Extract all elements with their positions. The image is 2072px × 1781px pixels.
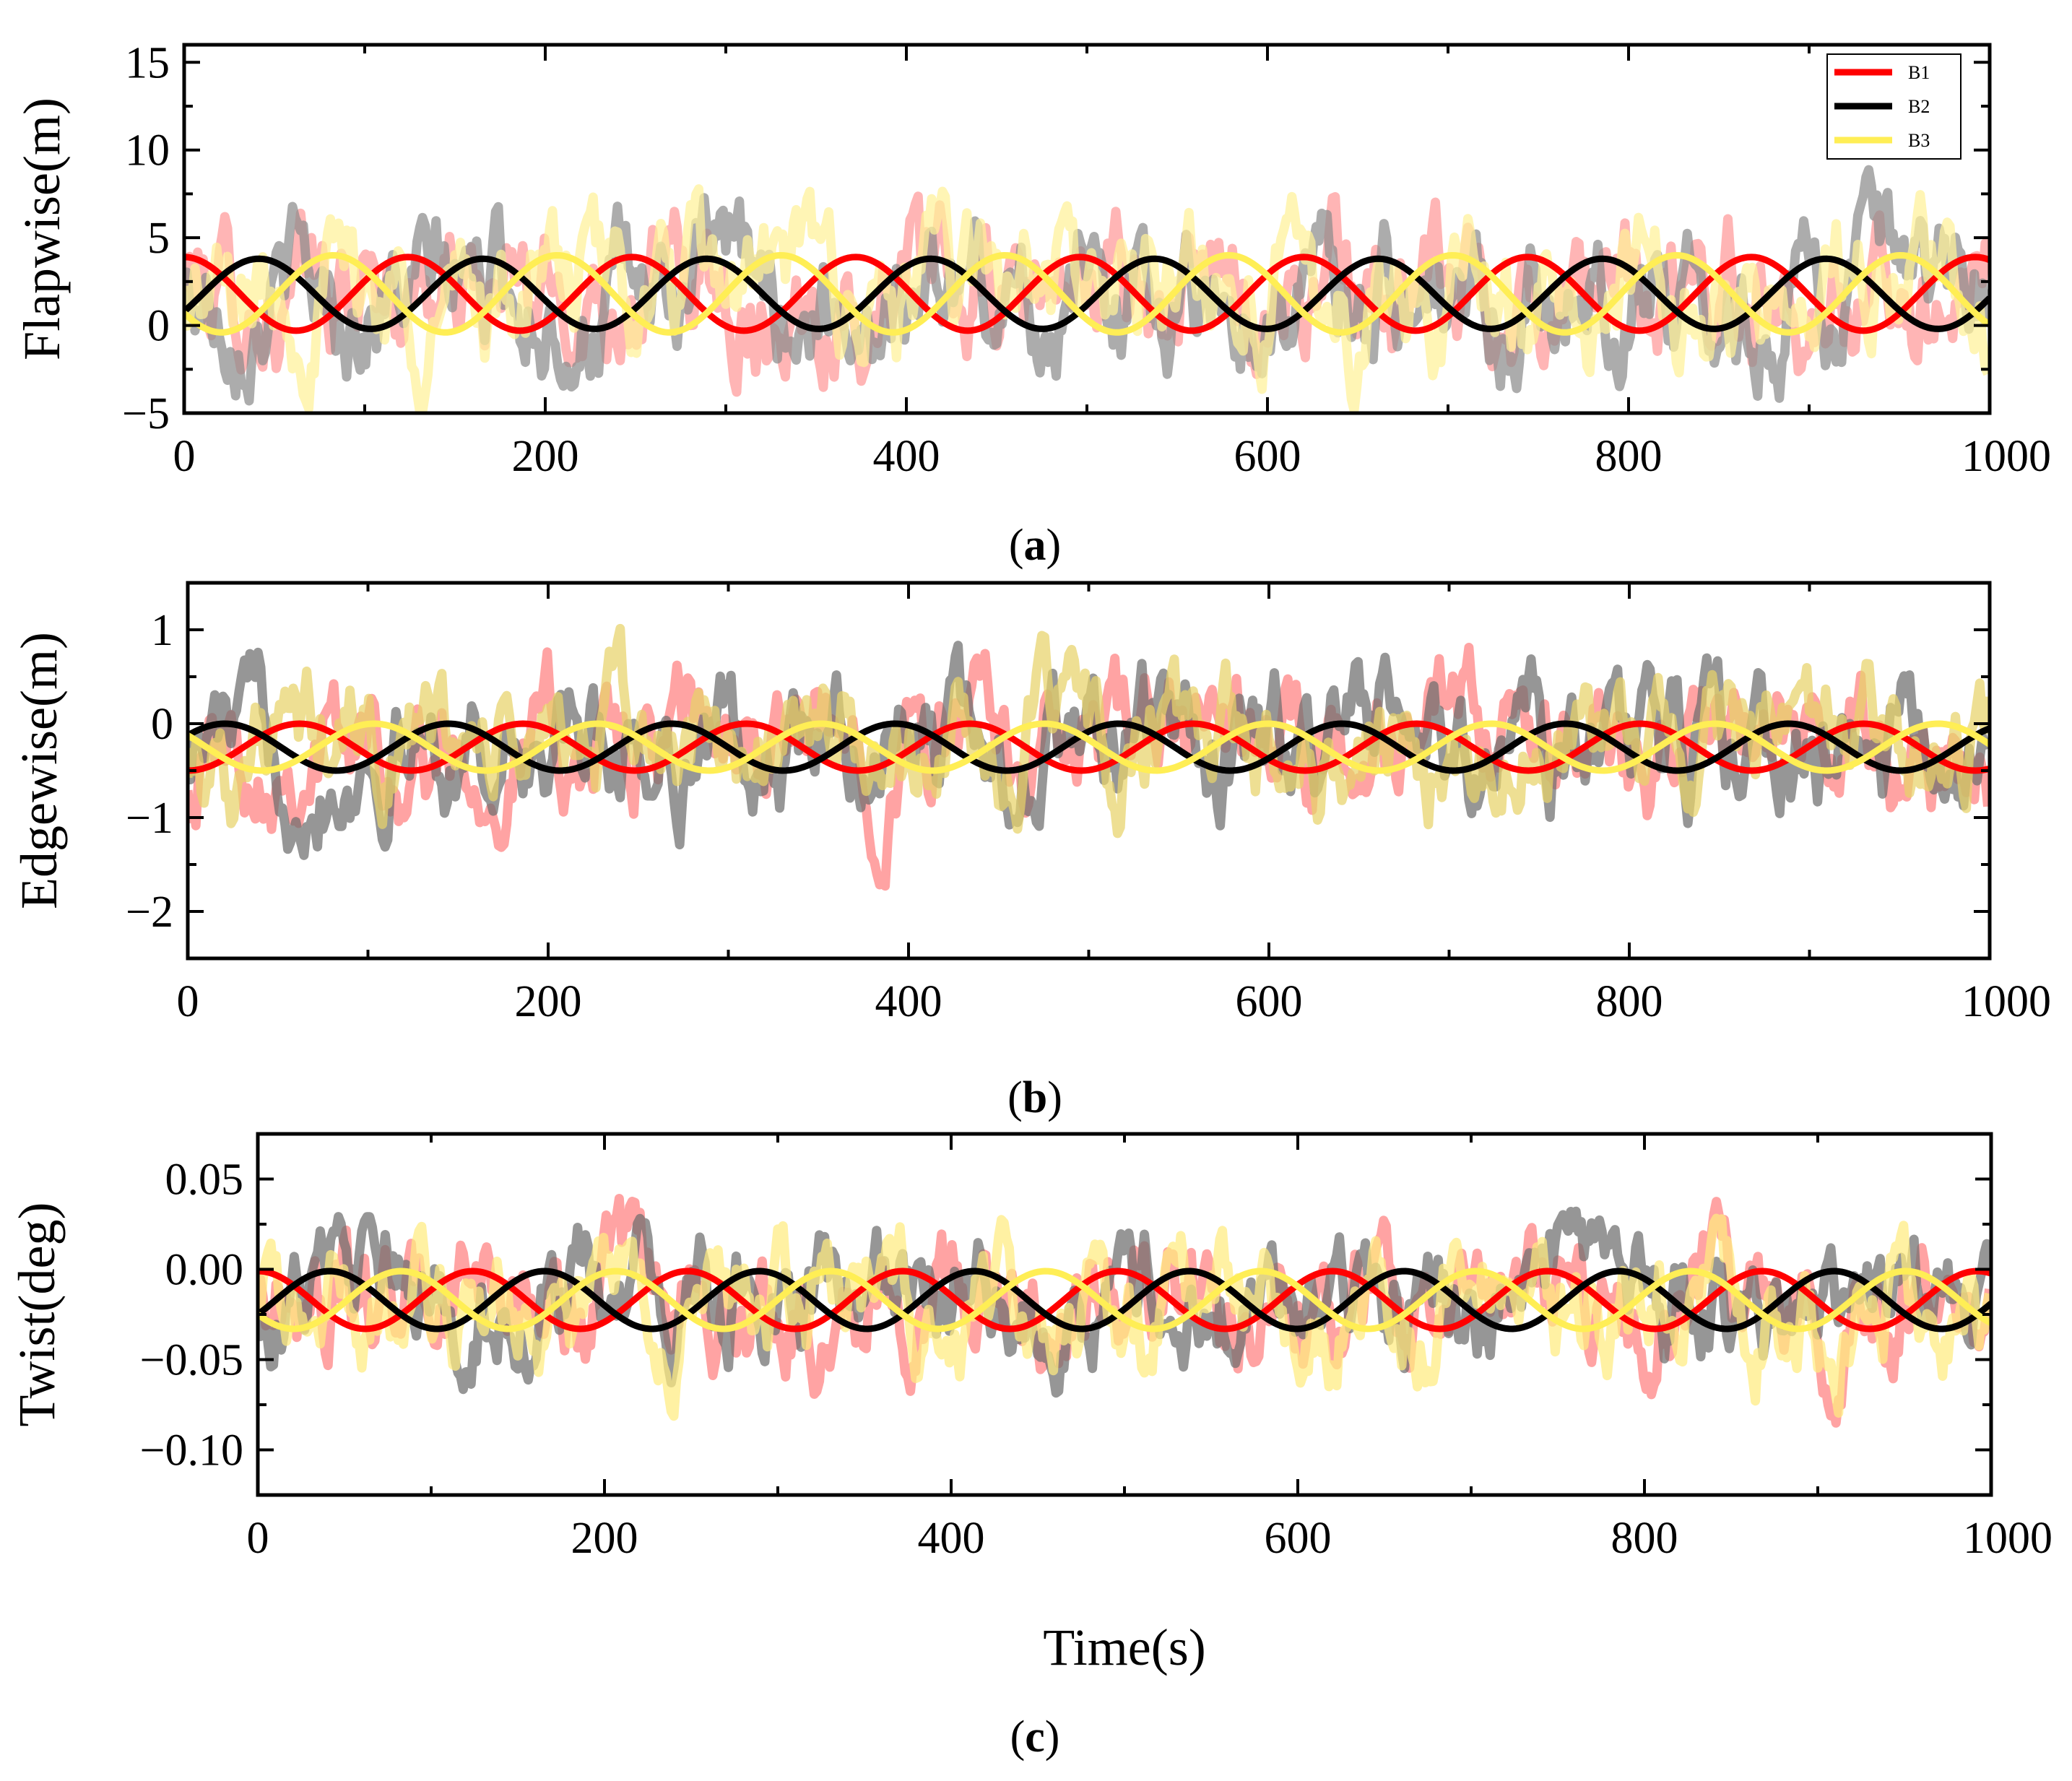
panel-b-caption-letter: b: [1023, 1073, 1047, 1122]
panel-b-noise: [188, 623, 1990, 891]
series-b3-line: [188, 720, 1990, 774]
x-tick-label: 600: [1236, 977, 1303, 1026]
x-tick-label: 1000: [1963, 1514, 2053, 1563]
series-b3-line: [184, 252, 1990, 336]
panel-b-ticks: [186, 581, 1991, 960]
y-tick-label: 5: [147, 214, 170, 263]
y-tick-label: 0: [151, 700, 173, 749]
x-tick-label: 400: [918, 1514, 985, 1563]
x-tick-label: 0: [247, 1514, 269, 1563]
panel-c-caption-letter: c: [1025, 1712, 1045, 1762]
panel-b-ylabel: Edgewise(m): [10, 632, 68, 909]
panel-b-lines: [188, 720, 1990, 774]
panel-c-xlabel: Time(s): [1043, 1618, 1205, 1676]
x-tick-label: 0: [177, 977, 199, 1026]
series-b3-noise-trace: [188, 623, 1990, 838]
legend-b2-label: B2: [1908, 96, 1930, 117]
y-tick-label: −5: [122, 389, 170, 438]
panel-b-caption: (b): [1007, 1073, 1062, 1122]
y-tick-label: −0.05: [140, 1336, 243, 1385]
panel-a-legend: B1 B2 B3: [1826, 53, 1962, 160]
series-b2-line: [258, 1268, 1991, 1332]
panel-a-ticks: [183, 45, 1991, 415]
x-tick-label: 800: [1595, 432, 1663, 481]
panel-c: 0 200 400 600 800 1000 −0.10 −0.05 0.00 0.05 Twis…: [8, 1132, 2053, 1762]
y-tick-label: 0.05: [165, 1156, 244, 1205]
x-tick-label: 800: [1596, 977, 1663, 1026]
x-tick-label: 1000: [1962, 432, 2051, 481]
y-tick-label: 1: [151, 606, 173, 655]
panel-a-caption-letter: a: [1024, 521, 1046, 570]
panel-a-lines: [184, 252, 1990, 336]
y-tick-label: 0.00: [165, 1246, 244, 1295]
x-tick-label: 600: [1265, 1514, 1332, 1563]
panel-b-tick-labels: 0 200 400 600 800 1000 −2 −1 0 1: [126, 606, 2051, 1026]
panel-c-lines: [258, 1268, 1991, 1332]
panel-a-noise: [184, 165, 1990, 413]
x-tick-label: 200: [515, 977, 582, 1026]
panel-b: 0 200 400 600 800 1000 −2 −1 0 1 Edgewise(m) (b): [10, 581, 2051, 1122]
x-tick-label: 0: [173, 432, 196, 481]
y-tick-label: −0.10: [140, 1426, 243, 1476]
y-tick-label: −1: [126, 794, 173, 843]
panel-a-ylabel: Flapwise(m): [13, 98, 71, 360]
y-tick-label: 10: [125, 126, 170, 176]
panel-a-caption: (a): [1009, 521, 1061, 570]
y-tick-label: 15: [125, 38, 170, 87]
x-tick-label: 600: [1234, 432, 1301, 481]
series-b2-line: [188, 720, 1990, 774]
y-tick-label: −2: [126, 888, 173, 937]
panel-c-tick-labels: 0 200 400 600 800 1000 −0.10 −0.05 0.00 0.05: [140, 1156, 2053, 1564]
series-b3-noise-trace: [184, 184, 1990, 413]
x-tick-label: 200: [571, 1514, 638, 1563]
series-b2-noise-trace: [258, 1206, 1991, 1398]
x-tick-label: 200: [512, 432, 579, 481]
series-b3-line: [258, 1268, 1991, 1332]
x-tick-label: 400: [875, 977, 942, 1026]
panel-c-ylabel: Twist(deg): [8, 1202, 66, 1427]
panel-c-caption: (c): [1010, 1712, 1060, 1762]
y-tick-label: 0: [147, 302, 170, 351]
legend-b1-label: B1: [1908, 62, 1930, 83]
legend-b3-label: B3: [1908, 130, 1930, 151]
x-tick-label: 800: [1611, 1514, 1678, 1563]
panel-c-ticks: [256, 1132, 1993, 1496]
x-tick-label: 1000: [1962, 977, 2051, 1026]
series-b2-line: [184, 255, 1990, 332]
x-tick-label: 400: [873, 432, 940, 481]
